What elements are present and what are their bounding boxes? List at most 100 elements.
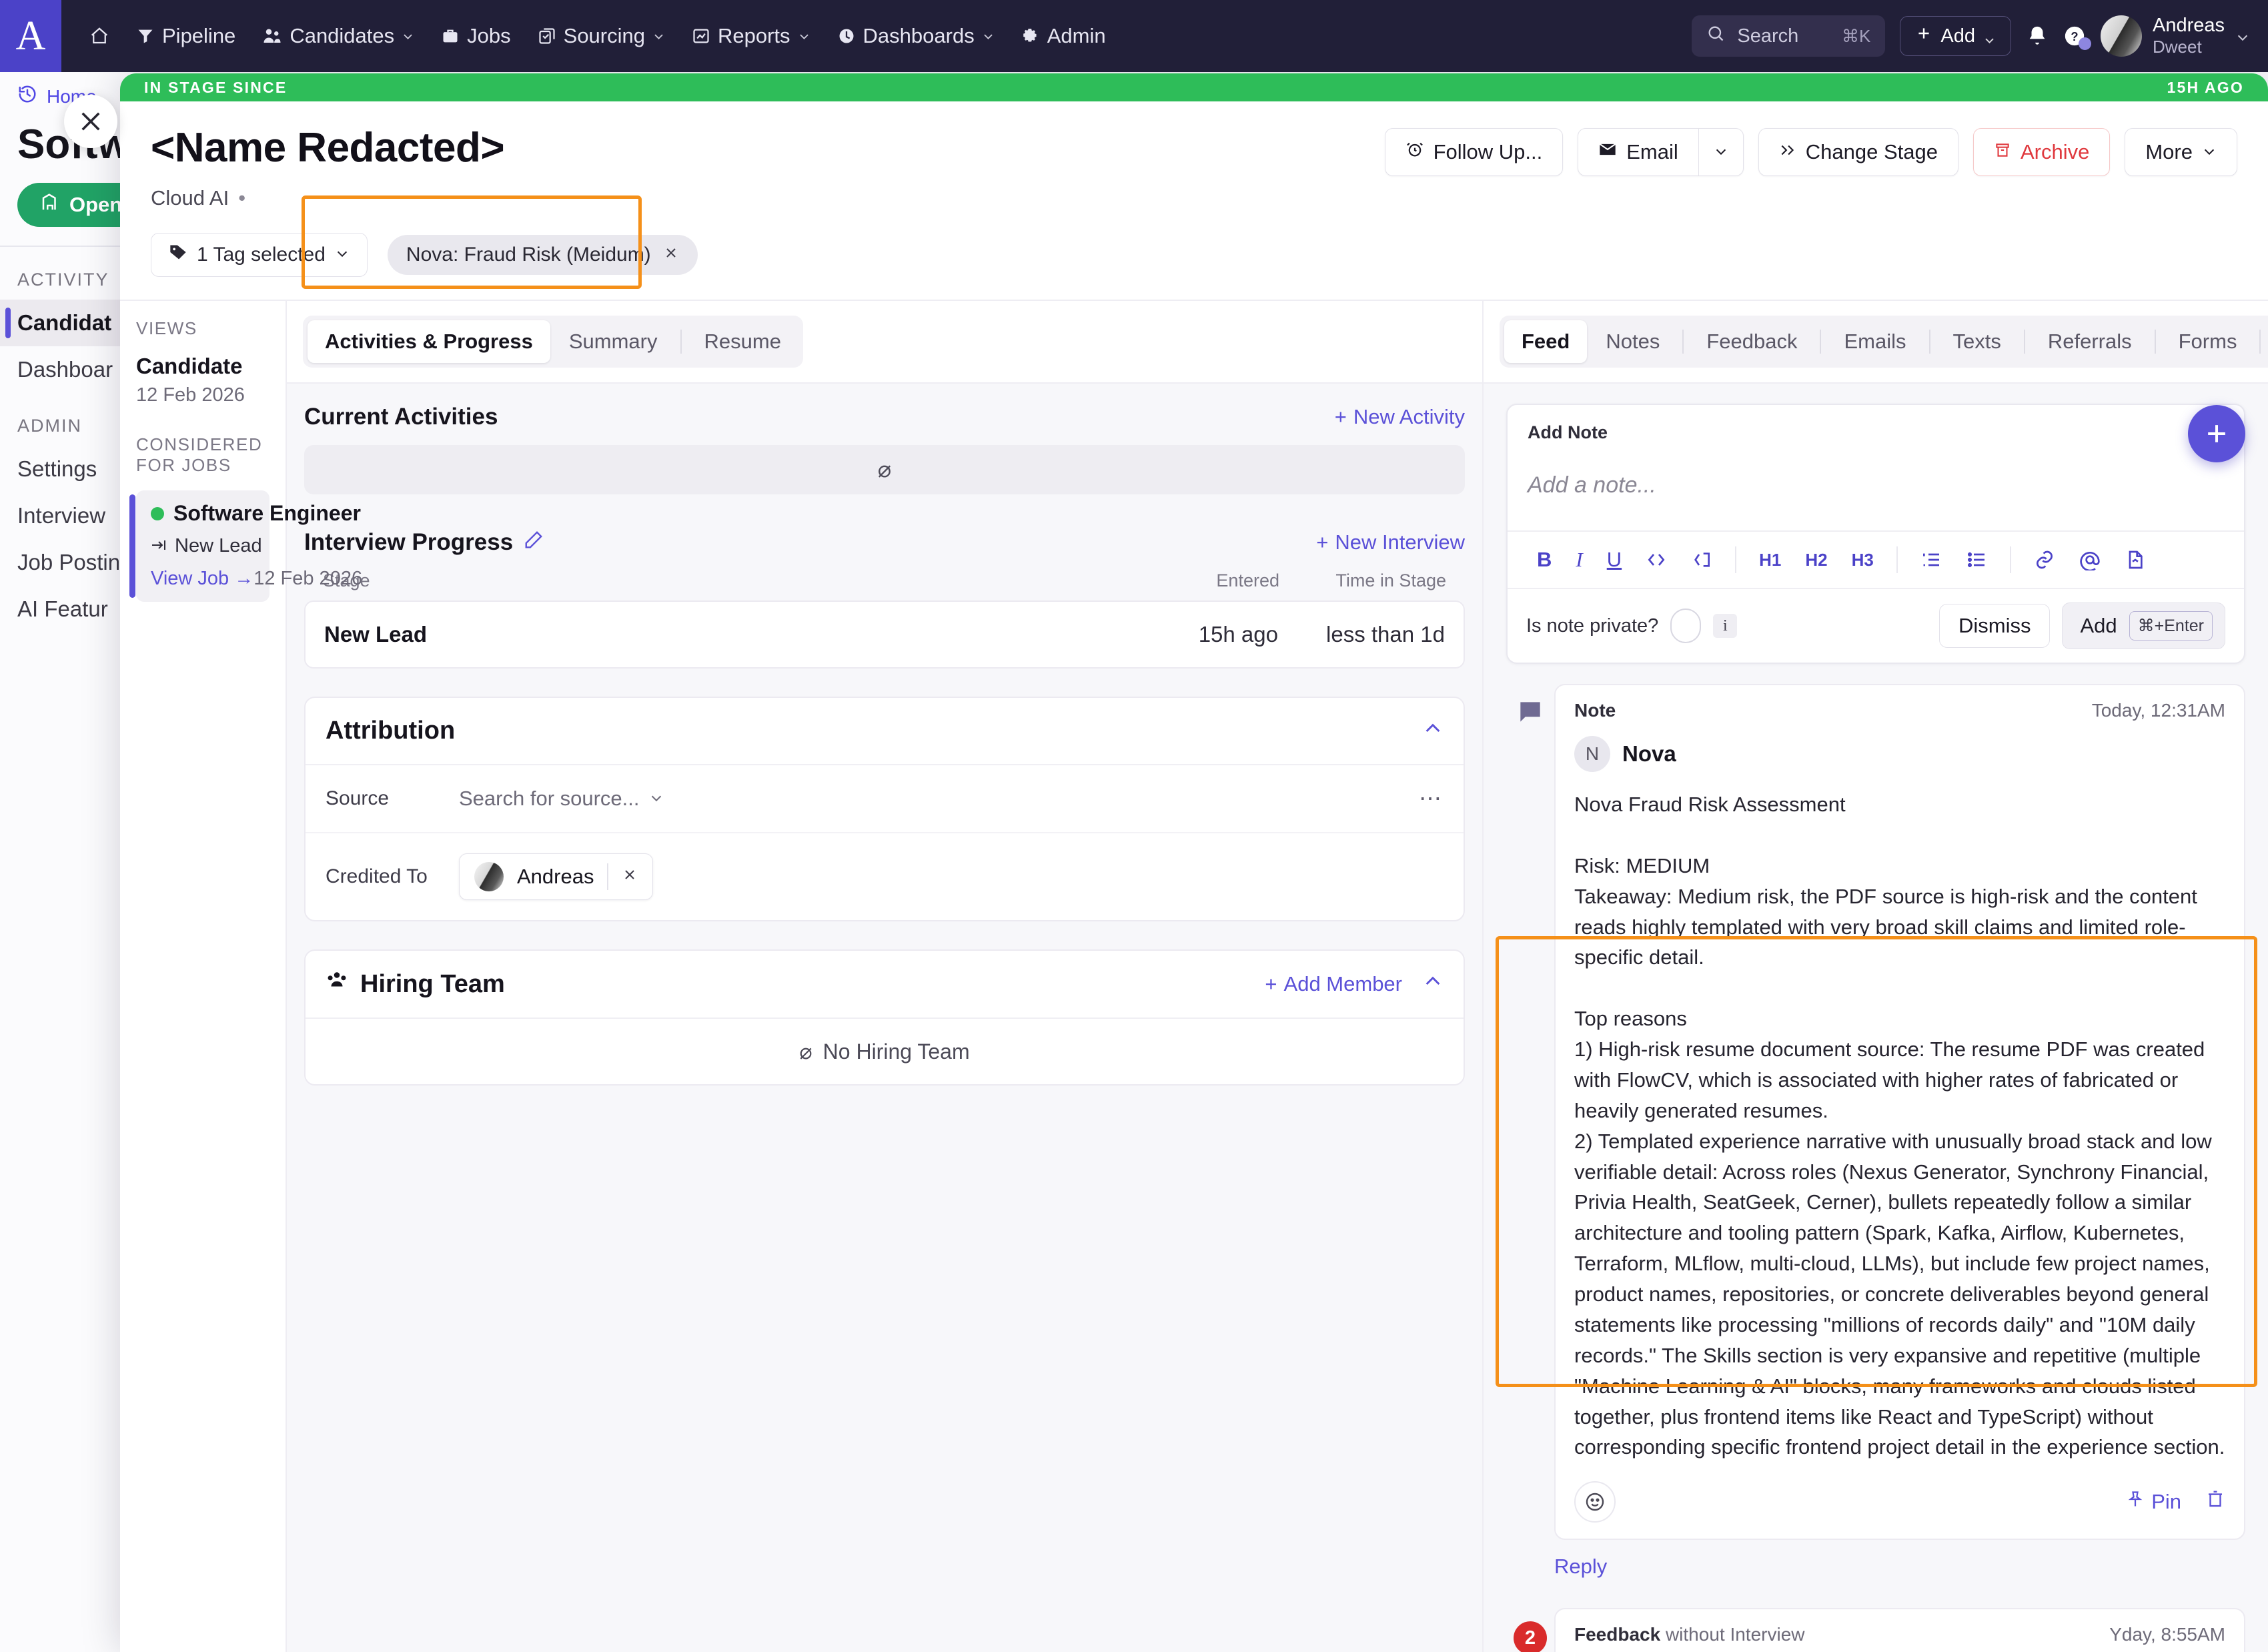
page-title: <Name Redacted> [151,125,505,171]
info-icon[interactable]: i [1713,614,1738,638]
tab-resume[interactable]: Resume [704,330,781,353]
middle-pane: Activities & Progress Summary Resume Cur… [287,301,1482,1652]
ordered-list-icon[interactable] [1908,544,1954,576]
more-button[interactable]: More [2125,128,2237,176]
svg-text:?: ? [2071,29,2078,43]
sidebar-item-ai-features[interactable]: AI Featur [17,596,108,621]
collapse-hiring-team-icon[interactable] [1422,971,1444,997]
middle-tabs-bar: Activities & Progress Summary Resume [287,301,1482,384]
note-timestamp: Today, 12:31AM [2091,700,2225,721]
user-menu[interactable]: Andreas Dweet [2100,14,2248,58]
tag-selector-dropdown[interactable]: 1 Tag selected [151,233,368,277]
email-button[interactable]: Email [1578,129,1698,175]
add-note-button[interactable]: Add ⌘+Enter [2062,602,2225,649]
change-stage-button[interactable]: Change Stage [1758,128,1958,176]
tab-forms[interactable]: Forms [2178,330,2237,353]
remove-credited-person-icon[interactable] [622,865,638,888]
close-modal-button[interactable] [64,95,117,148]
nav-item-candidates[interactable]: Candidates [249,15,428,57]
gauge-icon [837,27,856,45]
link-icon[interactable] [2022,544,2067,576]
code-icon[interactable] [1634,544,1679,576]
nav-item-home[interactable] [76,17,123,55]
remove-tag-icon[interactable] [663,244,679,266]
tab-divider [2259,330,2261,354]
job-card-software-engineer[interactable]: Software Engineer New Lead View Job → 12… [129,490,362,602]
bullet-list-icon[interactable] [1954,544,1999,576]
new-interview-button[interactable]: + New Interview [1316,530,1465,554]
add-member-button[interactable]: + Add Member [1265,972,1402,996]
source-select[interactable]: Search for source... [459,787,664,811]
nav-item-jobs[interactable]: Jobs [428,15,524,57]
underline-button[interactable]: U [1606,548,1622,571]
tab-feedback[interactable]: Feedback [1706,330,1798,353]
user-name: Andreas [2152,14,2225,36]
add-reaction-button[interactable] [1574,1481,1616,1523]
add-button[interactable]: Add [1900,16,2011,56]
add-note-shortcut: ⌘+Enter [2129,611,2213,641]
private-note-toggle[interactable] [1670,608,1702,643]
feedback-kind-primary: Feedback [1574,1624,1661,1645]
heading2-button[interactable]: H2 [1805,549,1828,570]
alarm-icon [1405,140,1424,164]
code-block-icon[interactable] [1679,544,1724,576]
search-input[interactable]: Search ⌘K [1692,15,1886,57]
notifications-button[interactable] [2026,25,2049,47]
edit-pencil-icon[interactable] [524,529,544,556]
tags-row: 1 Tag selected Nova: Fraud Risk (Meidum) [120,195,2268,289]
tab-activities-progress[interactable]: Activities & Progress [308,320,550,363]
hiring-team-empty-label: No Hiring Team [822,1039,970,1064]
archive-label: Archive [2020,140,2090,163]
heading1-button[interactable]: H1 [1759,549,1782,570]
sidebar-item-dashboard[interactable]: Dashboar [17,357,113,382]
email-dropdown-button[interactable] [1698,129,1743,175]
sidebar-item-settings[interactable]: Settings [17,456,97,481]
source-label: Source [326,787,390,809]
collapse-attribution-icon[interactable] [1422,718,1444,745]
empty-slash-icon: ⌀ [799,1040,812,1064]
tab-referrals[interactable]: Referrals [2047,330,2132,353]
feedback-count-badge: 2 [1514,1621,1547,1652]
view-job-link[interactable]: View Job → [151,568,254,589]
source-placeholder: Search for source... [459,787,640,810]
follow-up-button[interactable]: Follow Up... [1384,128,1564,176]
nav-item-reports[interactable]: Reports [678,15,824,57]
heading3-button[interactable]: H3 [1851,549,1874,570]
job-date: 12 Feb 2026 [253,568,363,589]
delete-note-button[interactable] [2205,1489,2225,1515]
tag-chip: Nova: Fraud Risk (Meidum) [387,235,698,275]
app-logo[interactable]: A [0,0,61,72]
archive-button[interactable]: Archive [1972,128,2111,176]
credited-person-chip: Andreas [459,853,654,900]
tab-emails[interactable]: Emails [1844,330,1906,353]
dismiss-button[interactable]: Dismiss [1938,604,2051,648]
table-row[interactable]: New Lead 15h ago less than 1d [304,600,1465,669]
chevron-down-icon [335,244,350,266]
nav-item-sourcing[interactable]: Sourcing [524,15,678,57]
add-feed-item-button[interactable] [2188,405,2245,462]
hiring-team-header-actions: + Add Member [1265,971,1444,997]
nav-item-dashboards[interactable]: Dashboards [824,15,1008,57]
view-item-candidate[interactable]: Candidate 12 Feb 2026 [136,354,269,406]
bold-button[interactable]: B [1537,548,1552,571]
tab-divider [1928,330,1930,354]
nav-item-pipeline[interactable]: Pipeline [123,15,249,57]
note-input[interactable]: Add a note... [1508,443,2244,530]
attachment-icon[interactable] [2113,544,2158,576]
tab-feed[interactable]: Feed [1504,320,1588,363]
pin-note-button[interactable]: Pin [2126,1490,2181,1514]
reply-link[interactable]: Reply [1554,1555,1608,1579]
new-activity-button[interactable]: + New Activity [1335,405,1465,429]
tab-texts[interactable]: Texts [1952,330,2001,353]
sidebar-item-job-postings[interactable]: Job Postin [17,550,121,574]
italic-button[interactable]: I [1576,548,1583,571]
tab-notes[interactable]: Notes [1606,330,1660,353]
nav-label: Candidates [290,24,395,47]
nav-item-admin[interactable]: Admin [1008,15,1119,57]
sidebar-item-interviews[interactable]: Interview [17,503,106,528]
people-icon [262,26,282,46]
source-more-options-button[interactable]: ⋯ [1419,786,1444,811]
mention-icon[interactable] [2067,544,2113,576]
tab-summary[interactable]: Summary [568,330,658,353]
help-button[interactable]: ? [2063,25,2091,50]
